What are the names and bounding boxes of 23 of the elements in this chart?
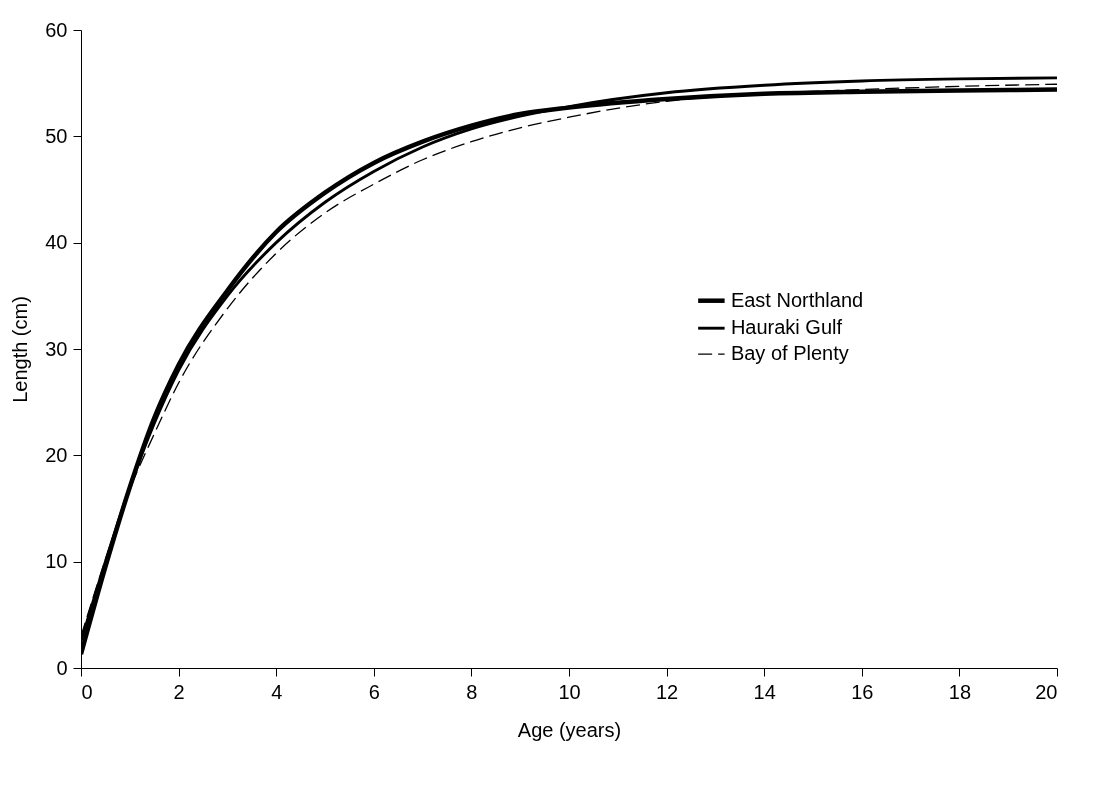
- x-axis-title: Age (years): [517, 718, 622, 741]
- x-tick-label: 8: [466, 680, 478, 703]
- x-tick-label: 2: [173, 680, 185, 703]
- y-tick-label: 20: [45, 443, 68, 466]
- x-tick-label: 20: [1035, 680, 1058, 703]
- x-tick-label: 4: [271, 680, 283, 703]
- x-tick-label: 6: [368, 680, 380, 703]
- x-tick-label: 14: [753, 680, 776, 703]
- y-tick-label: 40: [45, 231, 68, 254]
- x-tick-label: 0: [81, 680, 93, 703]
- x-tick-label: 18: [948, 680, 972, 703]
- legend-label: Hauraki Gulf: [730, 316, 843, 339]
- legend-label: East Northland: [730, 288, 864, 311]
- legend-label: Bay of Plenty: [730, 342, 849, 365]
- x-tick-label: 10: [558, 680, 581, 703]
- y-tick-label: 0: [56, 656, 68, 679]
- y-tick-label: 30: [45, 337, 68, 360]
- y-tick-label: 50: [45, 124, 68, 147]
- y-tick-label: 10: [45, 550, 68, 573]
- y-tick-label: 60: [45, 18, 68, 41]
- x-tick-label: 12: [655, 680, 679, 703]
- y-axis-title: Length (cm): [9, 296, 32, 403]
- x-tick-label: 16: [851, 680, 874, 703]
